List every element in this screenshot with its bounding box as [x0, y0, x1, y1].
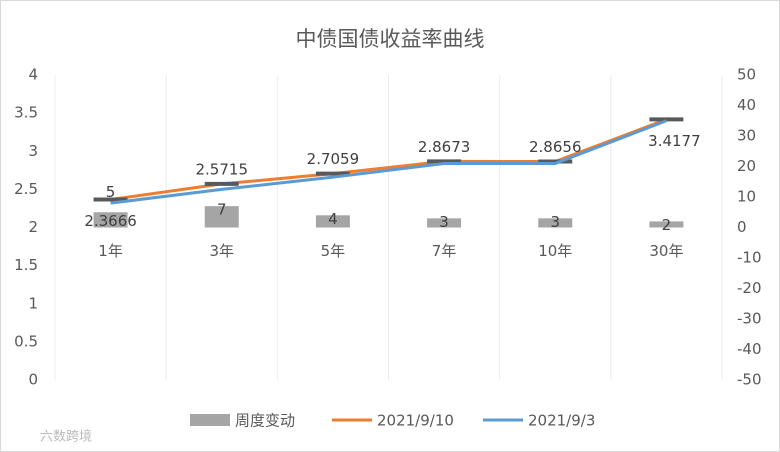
y-tick-label: 2.5	[14, 180, 38, 198]
line-value-label: 2.3666	[84, 212, 137, 230]
y-tick-label: 3.5	[14, 104, 38, 122]
y2-tick-label: 10	[737, 188, 756, 206]
y2-tick-label: -50	[737, 371, 762, 389]
line-value-label: 2.7059	[307, 150, 360, 168]
line-value-label: 2.8656	[529, 138, 582, 156]
legend-label: 2021/9/3	[528, 412, 595, 430]
x-tick-label: 30年	[649, 242, 683, 260]
x-tick-label: 10年	[538, 242, 572, 260]
x-tick-label: 3年	[209, 242, 234, 260]
y-tick-label: 1	[28, 294, 38, 312]
x-tick-label: 5年	[321, 242, 346, 260]
x-tick-label: 7年	[432, 242, 457, 260]
bar	[649, 221, 684, 228]
y-tick-label: 1.5	[14, 256, 38, 274]
legend-label: 周度变动	[235, 412, 295, 430]
bar	[315, 215, 350, 228]
bar	[93, 212, 128, 228]
legend-swatch	[190, 414, 230, 426]
line-value-label: 3.4177	[648, 132, 701, 150]
y-tick-label: 2	[28, 218, 38, 236]
y2-tick-label: 20	[737, 157, 756, 175]
y2-tick-label: 40	[737, 96, 756, 114]
bar-value-label: 5	[106, 183, 116, 201]
line	[110, 117, 667, 202]
x-tick-label: 1年	[98, 242, 123, 260]
bar-value-label: 2	[662, 216, 672, 234]
y2-tick-label: -10	[737, 249, 762, 267]
y2-tick-label: 30	[737, 127, 756, 145]
y2-tick-label: 0	[737, 218, 747, 236]
bar	[204, 206, 239, 228]
line-value-label: 2.5715	[196, 160, 249, 178]
legend-label: 2021/9/10	[377, 412, 454, 430]
bar-value-label: 4	[328, 210, 338, 228]
y2-tick-label: -20	[737, 279, 762, 297]
bar	[427, 218, 462, 228]
y-tick-label: 0.5	[14, 332, 38, 350]
line-value-label: 2.8673	[418, 138, 471, 156]
bar-value-label: 7	[217, 201, 227, 219]
chart-title: 中债国债收益率曲线	[296, 27, 485, 51]
y-tick-label: 3	[28, 142, 38, 160]
y-tick-label: 4	[28, 66, 38, 84]
y2-tick-label: 50	[737, 66, 756, 84]
y2-tick-label: -40	[737, 340, 762, 358]
bar-value-label: 3	[439, 213, 449, 231]
watermark: 六数跨境	[40, 430, 92, 445]
y2-tick-label: -30	[737, 310, 762, 328]
bar-value-label: 3	[550, 213, 560, 231]
y-tick-label: 0	[28, 371, 38, 389]
line	[110, 119, 667, 205]
bar	[538, 218, 573, 228]
